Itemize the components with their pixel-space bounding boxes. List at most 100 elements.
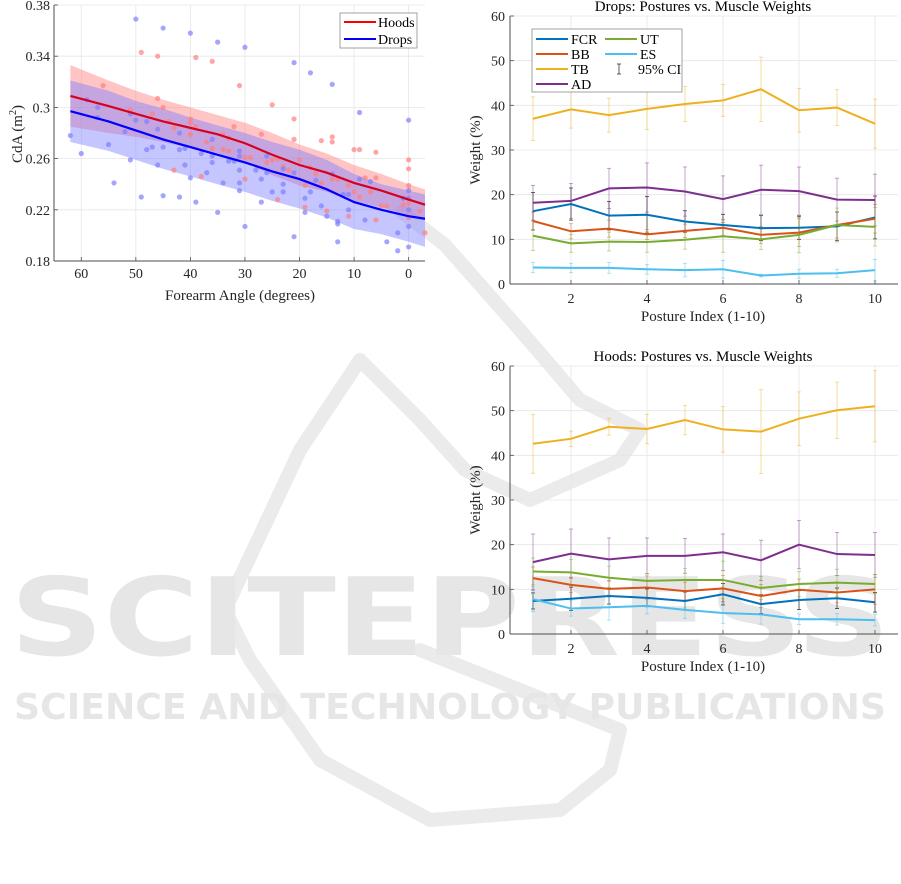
hoods-x-tick-label: 4 [644, 642, 651, 657]
cda-point-drops [356, 109, 363, 116]
cda-point-hoods [187, 116, 193, 122]
cda-point-drops [318, 203, 324, 209]
drops-x-axis-label: Posture Index (1-10) [641, 309, 765, 325]
cda-point-drops [215, 209, 221, 215]
cda-point-drops [176, 147, 183, 153]
cda-point-drops [406, 188, 412, 194]
cda-point-drops [291, 60, 297, 66]
cda-point-drops [236, 167, 243, 173]
cda-point-hoods [329, 134, 335, 140]
cda-point-drops [302, 209, 308, 215]
cda-point-drops [335, 239, 341, 245]
cda-x-axis-label: Forearm Angle (degrees) [165, 288, 315, 304]
hoods-line-ut [532, 570, 876, 590]
hoods-lines [532, 405, 876, 622]
cda-point-hoods [269, 102, 275, 108]
cda-point-hoods [236, 83, 243, 89]
cda-legend: Hoods Drops [339, 12, 418, 49]
cda-point-drops [182, 162, 188, 168]
hoods-y-tick-label: 0 [498, 628, 505, 643]
hoods-y-tick-label: 10 [491, 583, 505, 598]
cda-point-drops [225, 158, 232, 164]
cda-point-drops [176, 130, 183, 136]
drops-legend: FCR BB TB AD UT ES 95% CI [531, 28, 683, 93]
cda-point-hoods [171, 167, 177, 173]
cda-point-hoods [225, 148, 232, 154]
cda-point-drops [236, 153, 243, 159]
cda-point-drops [280, 166, 286, 172]
cda-point-hoods [422, 230, 428, 236]
drops-x-tick-label: 4 [644, 292, 651, 307]
hoods-x-tick-label: 6 [720, 642, 727, 657]
cda-point-hoods [351, 147, 357, 153]
cda-point-drops [204, 170, 210, 176]
cda-point-hoods [329, 176, 335, 182]
cda-point-drops [122, 129, 128, 135]
cda-x-tick-label: 20 [293, 267, 307, 282]
drops-y-tick-label: 20 [491, 189, 505, 204]
cda-point-drops [395, 248, 401, 254]
cda-point-drops [176, 194, 183, 200]
drops-y-tick-label: 0 [498, 278, 505, 293]
hoods-y-tick-label: 40 [491, 449, 505, 464]
cda-point-drops [258, 176, 264, 182]
cda-point-drops [182, 145, 188, 151]
cda-x-tick-label: 40 [183, 267, 197, 282]
cda-point-drops [198, 150, 204, 157]
cda-y-tick-label: 0.22 [26, 204, 51, 219]
cda-point-drops [406, 244, 412, 250]
cda-point-hoods [100, 83, 106, 89]
cda-x-tick-label: 30 [238, 267, 252, 282]
cda-point-hoods [264, 159, 270, 166]
cda-point-drops [215, 39, 221, 45]
hoods-y-tick-label: 20 [491, 539, 505, 554]
cda-point-drops [138, 194, 144, 200]
cda-point-drops [133, 117, 139, 123]
cda-point-drops [67, 132, 73, 139]
legend-label-es: ES [640, 48, 656, 63]
cda-x-tick-label: 60 [74, 267, 88, 282]
cda-point-drops [78, 150, 84, 157]
cda-point-drops [264, 153, 270, 159]
cda-point-hoods [400, 202, 406, 208]
cda-point-hoods [406, 166, 412, 172]
cda-point-drops [193, 199, 199, 205]
cda-point-hoods [209, 145, 215, 151]
cda-y-axis-label: CdA (m2) [8, 105, 26, 163]
cda-point-hoods [242, 154, 248, 160]
legend-label-ut: UT [640, 33, 659, 48]
drops-x-tick-label: 6 [720, 292, 727, 307]
legend-label-drops: Drops [378, 33, 412, 48]
cda-point-hoods [258, 131, 264, 137]
cda-point-drops [187, 30, 193, 36]
cda-point-drops [111, 180, 117, 186]
hoods-grid [510, 365, 898, 635]
drops-x-tick-label: 2 [568, 292, 575, 307]
cda-point-hoods [171, 125, 177, 131]
cda-point-hoods [406, 157, 412, 163]
cda-point-hoods [367, 189, 374, 195]
cda-point-drops [269, 189, 275, 195]
drops-chart-title: Drops: Postures vs. Muscle Weights [595, 0, 812, 15]
cda-point-hoods [291, 136, 297, 142]
drops-line-es [532, 266, 876, 277]
hoods-errorbars [531, 370, 877, 627]
drops-y-axis-label: Weight (%) [468, 115, 484, 184]
cda-point-drops [291, 170, 297, 176]
drops-x-tick-label: 10 [868, 292, 882, 307]
cda-fit-line-hoods [70, 94, 426, 206]
cda-x-tick-label: 10 [347, 267, 361, 282]
hoods-line-fcr [532, 593, 876, 606]
hoods-chart-title: Hoods: Postures vs. Muscle Weights [594, 349, 813, 365]
cda-legend-box [339, 12, 418, 49]
legend-label-ad: AD [571, 78, 591, 93]
drops-x-tick-label: 8 [796, 292, 803, 307]
hoods-x-tick-label: 10 [868, 642, 882, 657]
cda-point-drops [307, 70, 314, 76]
cda-point-hoods [302, 204, 308, 210]
hoods-ticks: 2 4 6 8 10 0 10 20 30 40 50 60 [491, 360, 882, 657]
cda-point-hoods [373, 175, 379, 181]
legend-ci-icon [617, 63, 621, 75]
cda-point-drops [209, 153, 215, 159]
cda-y-axis-label-end: ) [10, 105, 26, 110]
